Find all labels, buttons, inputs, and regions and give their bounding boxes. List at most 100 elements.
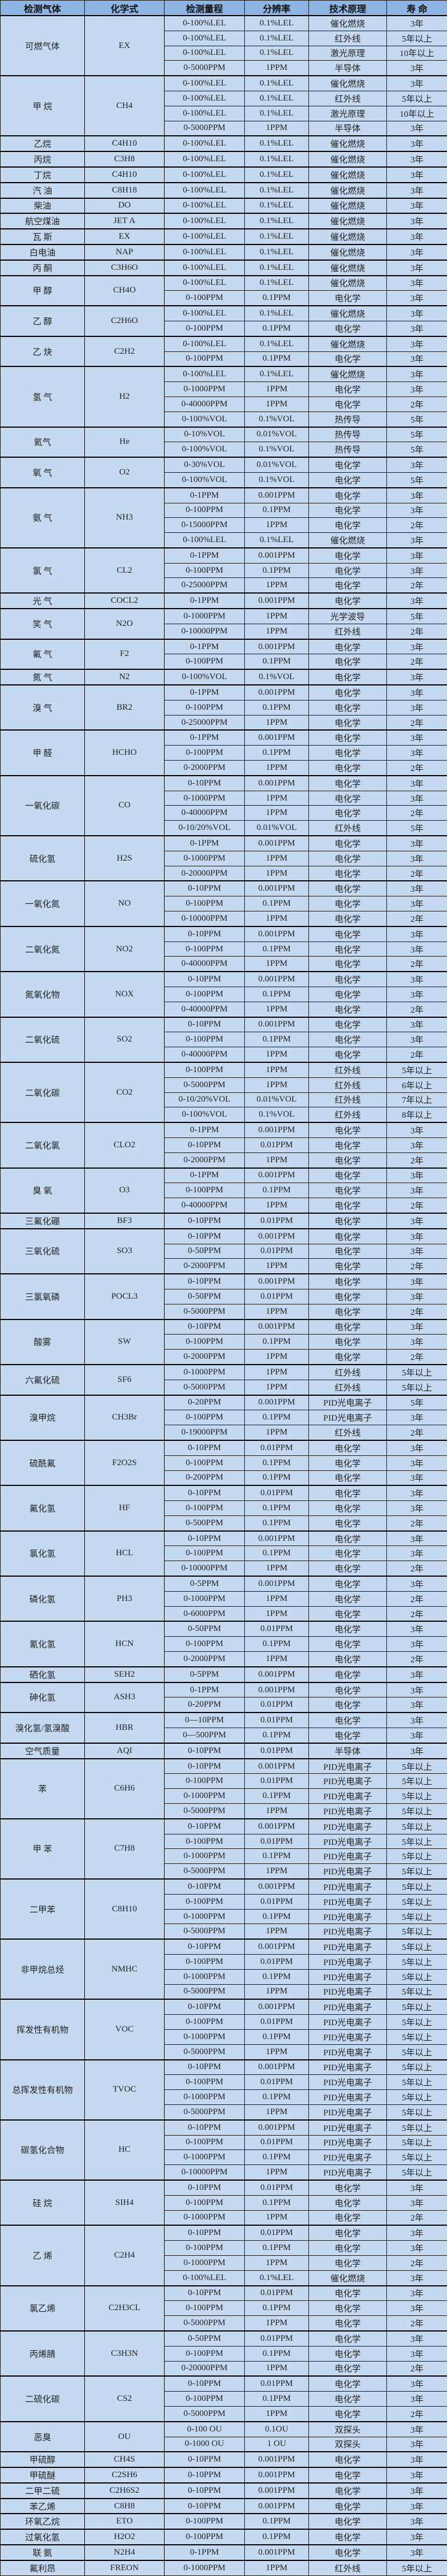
resolution-cell: 1PPM	[245, 382, 309, 397]
technology-cell: 电化学	[309, 851, 387, 866]
technology-cell: 催化燃烧	[309, 533, 387, 548]
lifespan-cell: 2年	[387, 761, 447, 776]
technology-cell: PID光电离子	[309, 1849, 387, 1864]
lifespan-cell: 3年	[387, 488, 447, 503]
technology-cell: 电化学	[309, 1546, 387, 1561]
resolution-cell: 1PPM	[245, 1002, 309, 1017]
lifespan-cell: 5年以上	[387, 1939, 447, 1954]
formula-cell: OU	[85, 2422, 165, 2452]
formula-cell: HF	[85, 1485, 165, 1530]
technology-cell: 电化学	[309, 896, 387, 911]
gas-name-cell: 氰化氢	[1, 1621, 85, 1666]
gas-name-cell: 氢 气	[1, 366, 85, 427]
lifespan-cell: 3年	[387, 2422, 447, 2437]
range-cell: 0-10000PPM	[165, 2165, 245, 2180]
resolution-cell: 1PPM	[245, 2255, 309, 2270]
lifespan-cell: 2年	[387, 1606, 447, 1621]
lifespan-cell: 3年	[387, 457, 447, 472]
range-cell: 0-100PPM	[165, 1637, 245, 1652]
lifespan-cell: 5年以上	[387, 1834, 447, 1849]
lifespan-cell: 3年	[387, 533, 447, 548]
gas-name-cell: 硫化氢	[1, 836, 85, 881]
formula-cell: NO	[85, 881, 165, 926]
range-cell: 0-100PPM	[165, 2346, 245, 2361]
range-cell: 0-1000PPM	[165, 851, 245, 866]
resolution-cell: 0.001PPM	[245, 1879, 309, 1894]
gas-name-cell: 甲硫醇	[1, 2452, 85, 2467]
range-cell: 0-2000PPM	[165, 1259, 245, 1274]
formula-cell: SEH2	[85, 1667, 165, 1682]
technology-cell: 电化学	[309, 2361, 387, 2376]
range-cell: 0-10/20%VOL	[165, 1092, 245, 1107]
range-cell: 0-100%LEL	[165, 260, 245, 276]
lifespan-cell: 5年以上	[387, 1774, 447, 1789]
technology-cell: 电化学	[309, 2514, 387, 2529]
resolution-cell: 0.1PPM	[245, 2514, 309, 2529]
technology-cell: 电化学	[309, 1335, 387, 1350]
lifespan-cell: 5年以上	[387, 1380, 447, 1395]
range-cell: 0-20000PPM	[165, 866, 245, 881]
lifespan-cell: 3年	[387, 1667, 447, 1682]
resolution-cell: 1PPM	[245, 1380, 309, 1395]
resolution-cell: 0.1PPM	[245, 351, 309, 366]
lifespan-cell: 5年以上	[387, 2060, 447, 2075]
resolution-cell: 0.1%LEL	[245, 91, 309, 106]
lifespan-cell: 3年	[387, 669, 447, 685]
technology-cell: 双探头	[309, 2437, 387, 2452]
lifespan-cell: 5年以上	[387, 1849, 447, 1864]
technology-cell: 电化学	[309, 1697, 387, 1713]
resolution-cell: 0.001PPM	[245, 639, 309, 654]
formula-cell: AQI	[85, 1743, 165, 1759]
range-cell: 0-1000PPM	[165, 2029, 245, 2044]
lifespan-cell: 3年	[387, 1682, 447, 1697]
gas-name-cell: 臭 氧	[1, 1168, 85, 1213]
formula-cell: C8H8	[85, 2499, 165, 2514]
lifespan-cell: 2年	[387, 715, 447, 730]
resolution-cell: 0.1%LEL	[245, 366, 309, 381]
formula-cell: HCL	[85, 1531, 165, 1576]
range-cell: 0-1PPM	[165, 2545, 245, 2560]
range-cell: 0-5000PPM	[165, 1304, 245, 1319]
resolution-cell: 0.1PPM	[245, 1546, 309, 1561]
formula-cell: N2	[85, 669, 165, 685]
formula-cell: EX	[85, 16, 165, 76]
technology-cell: 电化学	[309, 2316, 387, 2331]
gas-name-cell: 乙 烯	[1, 2225, 85, 2285]
lifespan-cell: 3年	[387, 942, 447, 957]
technology-cell: 电化学	[309, 1713, 387, 1728]
resolution-cell: 0.001PPM	[245, 1531, 309, 1546]
resolution-cell: 0.01PPM	[245, 1743, 309, 1759]
technology-cell: 电化学	[309, 836, 387, 851]
lifespan-cell: 3年	[387, 1697, 447, 1713]
lifespan-cell: 2年	[387, 806, 447, 821]
technology-cell: 电化学	[309, 987, 387, 1002]
range-cell: 0-100PPM	[165, 1955, 245, 1970]
technology-cell: 电化学	[309, 1591, 387, 1606]
gas-name-cell: 六氟化硫	[1, 1365, 85, 1395]
gas-name-cell: 甲 苯	[1, 1819, 85, 1879]
lifespan-cell: 3年	[387, 1168, 447, 1183]
lifespan-cell: 3年	[387, 183, 447, 198]
range-cell: 0-100PPM	[165, 2514, 245, 2529]
lifespan-cell: 3年	[387, 1032, 447, 1047]
formula-cell: CLO2	[85, 1122, 165, 1167]
resolution-cell: 1PPM	[245, 578, 309, 593]
formula-cell: HCN	[85, 1621, 165, 1666]
range-cell: 0-100PPM	[165, 987, 245, 1002]
resolution-cell: 0.01PPM	[245, 2286, 309, 2301]
gas-name-cell: 乙烷	[1, 136, 85, 151]
gas-name-cell: 丙烷	[1, 151, 85, 167]
technology-cell: 电化学	[309, 1152, 387, 1167]
resolution-cell: 1PPM	[245, 2361, 309, 2376]
range-cell: 0-10PPM	[165, 1939, 245, 1954]
gas-name-cell: 氨 气	[1, 488, 85, 548]
lifespan-cell: 3年	[387, 1410, 447, 1425]
